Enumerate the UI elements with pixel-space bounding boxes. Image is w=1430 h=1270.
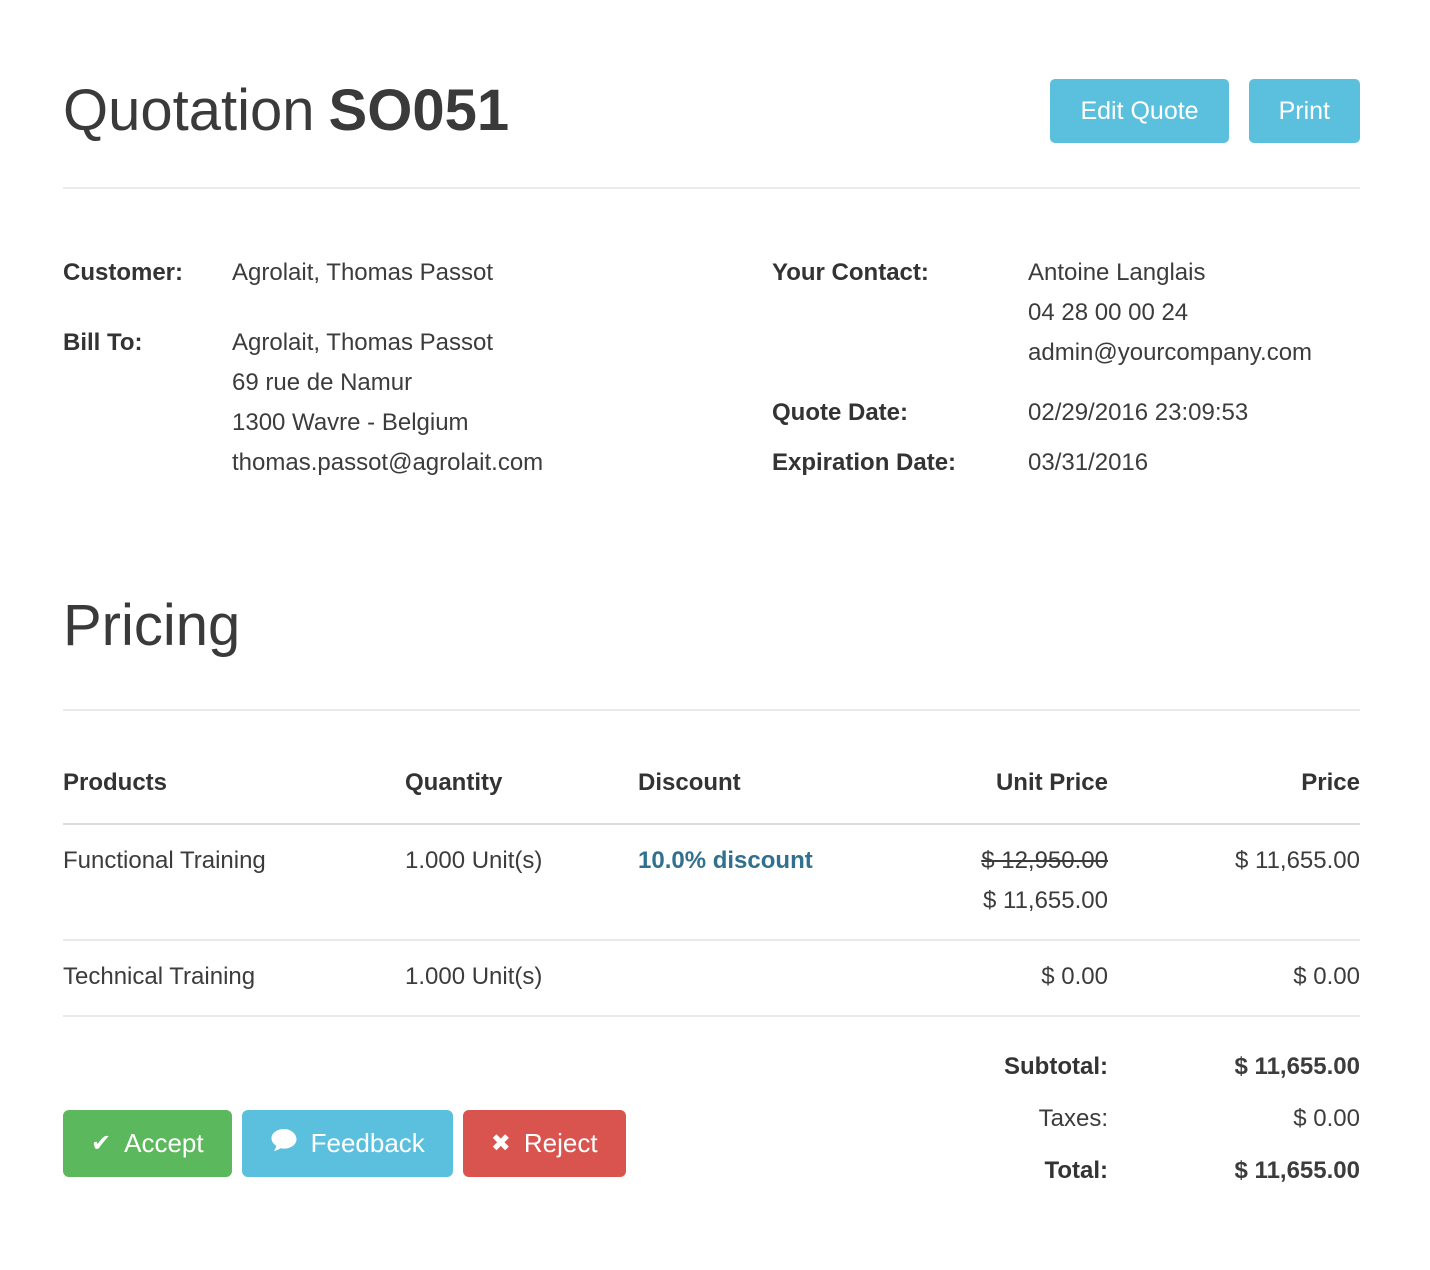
- column-header-price: Price: [1108, 733, 1360, 826]
- line-price: $ 11,655.00: [1108, 824, 1360, 942]
- reject-button-label: Reject: [523, 1128, 598, 1159]
- header-buttons: Edit Quote Print: [1050, 79, 1360, 144]
- your-contact-details: Antoine Langlais 04 28 00 00 24 admin@yo…: [1028, 253, 1312, 373]
- action-buttons: ✔ Accept Feedback ✖ Reject: [63, 1110, 626, 1178]
- bill-to-city: 1300 Wavre - Belgium: [232, 408, 469, 436]
- bill-to-label: Bill To:: [63, 328, 143, 356]
- contact-info-column: Your Contact: Antoine Langlais 04 28 00 …: [772, 253, 1360, 483]
- unit-price-discounted: $ 11,655.00: [982, 887, 1108, 915]
- page-title: Quotation SO051: [63, 78, 509, 145]
- taxes-label: Taxes:: [1038, 1105, 1108, 1133]
- bill-to-row: Bill To: Agrolait, Thomas Passot 69 rue …: [63, 323, 772, 483]
- pricing-table-header: Products Quantity Discount Unit Price Pr…: [63, 733, 1360, 826]
- total-value: $ 11,655.00: [1234, 1157, 1360, 1185]
- quote-date-label: Quote Date:: [772, 398, 909, 426]
- x-icon: ✖: [490, 1129, 511, 1157]
- table-row: Functional Training 1.000 Unit(s) 10.0% …: [63, 824, 1360, 942]
- pricing-table: Products Quantity Discount Unit Price Pr…: [63, 733, 1360, 1018]
- check-icon: ✔: [91, 1129, 112, 1157]
- bill-to-name: Agrolait, Thomas Passot: [232, 328, 494, 356]
- expiration-date-value: 03/31/2016: [1028, 448, 1149, 476]
- contact-name: Antoine Langlais: [1028, 258, 1206, 286]
- total-row: Total: $ 11,655.00: [1004, 1145, 1360, 1197]
- feedback-button-label: Feedback: [310, 1128, 425, 1159]
- edit-quote-button[interactable]: Edit Quote: [1050, 79, 1229, 144]
- unit-price-original: $ 12,950.00: [981, 847, 1108, 875]
- line-price: $ 0.00: [1108, 940, 1360, 1018]
- contact-email: admin@yourcompany.com: [1028, 338, 1313, 366]
- discount-value: 10.0% discount: [638, 847, 813, 875]
- quote-date-row: Quote Date: 02/29/2016 23:09:53: [772, 393, 1360, 433]
- subtotal-label: Subtotal:: [1004, 1053, 1108, 1081]
- unit-price-cell: $ 0.00: [900, 940, 1108, 1018]
- your-contact-label: Your Contact:: [772, 258, 929, 286]
- bill-to-address: Agrolait, Thomas Passot 69 rue de Namur …: [232, 323, 543, 483]
- total-label: Total:: [1044, 1157, 1108, 1185]
- customer-info-column: Customer: Agrolait, Thomas Passot Bill T…: [63, 253, 772, 483]
- column-header-products: Products: [63, 733, 405, 826]
- your-contact-row: Your Contact: Antoine Langlais 04 28 00 …: [772, 253, 1360, 373]
- header-divider: [63, 186, 1360, 189]
- taxes-value: $ 0.00: [1293, 1105, 1360, 1133]
- customer-value: Agrolait, Thomas Passot: [232, 258, 494, 286]
- speech-bubble-icon: [270, 1128, 298, 1159]
- expiration-date-label: Expiration Date:: [772, 448, 957, 476]
- accept-button-label: Accept: [124, 1128, 204, 1159]
- bill-to-email: thomas.passot@agrolait.com: [232, 448, 544, 476]
- customer-row: Customer: Agrolait, Thomas Passot: [63, 253, 772, 293]
- product-quantity: 1.000 Unit(s): [405, 940, 638, 1018]
- pricing-divider: [63, 709, 1360, 712]
- product-name: Functional Training: [63, 824, 405, 942]
- quote-info: Customer: Agrolait, Thomas Passot Bill T…: [63, 253, 1360, 483]
- pricing-section-title: Pricing: [63, 592, 241, 658]
- column-header-quantity: Quantity: [405, 733, 638, 826]
- table-row: Technical Training 1.000 Unit(s) $ 0.00 …: [63, 940, 1360, 1018]
- totals-block: Subtotal: $ 11,655.00 Taxes: $ 0.00 Tota…: [1004, 1041, 1360, 1197]
- column-header-discount: Discount: [638, 733, 900, 826]
- contact-phone: 04 28 00 00 24: [1028, 298, 1189, 326]
- reject-button[interactable]: ✖ Reject: [462, 1110, 626, 1178]
- print-button[interactable]: Print: [1248, 79, 1360, 144]
- product-quantity: 1.000 Unit(s): [405, 824, 638, 942]
- subtotal-row: Subtotal: $ 11,655.00: [1004, 1041, 1360, 1093]
- bottom-section: ✔ Accept Feedback ✖ Reject Subtotal: $ 1…: [63, 1041, 1360, 1197]
- quote-date-value: 02/29/2016 23:09:53: [1028, 398, 1249, 426]
- product-name: Technical Training: [63, 940, 405, 1018]
- taxes-row: Taxes: $ 0.00: [1004, 1093, 1360, 1145]
- page-header: Quotation SO051 Edit Quote Print: [63, 0, 1360, 145]
- unit-price-cell: $ 12,950.00 $ 11,655.00: [900, 824, 1108, 942]
- accept-button[interactable]: ✔ Accept: [63, 1110, 232, 1178]
- feedback-button[interactable]: Feedback: [241, 1110, 453, 1178]
- customer-label: Customer:: [63, 258, 184, 286]
- page-title-prefix: Quotation: [63, 78, 315, 143]
- quotation-number: SO051: [328, 78, 510, 143]
- expiration-date-row: Expiration Date: 03/31/2016: [772, 443, 1360, 483]
- subtotal-value: $ 11,655.00: [1234, 1053, 1360, 1081]
- bill-to-street: 69 rue de Namur: [232, 368, 413, 396]
- column-header-unit-price: Unit Price: [900, 733, 1108, 826]
